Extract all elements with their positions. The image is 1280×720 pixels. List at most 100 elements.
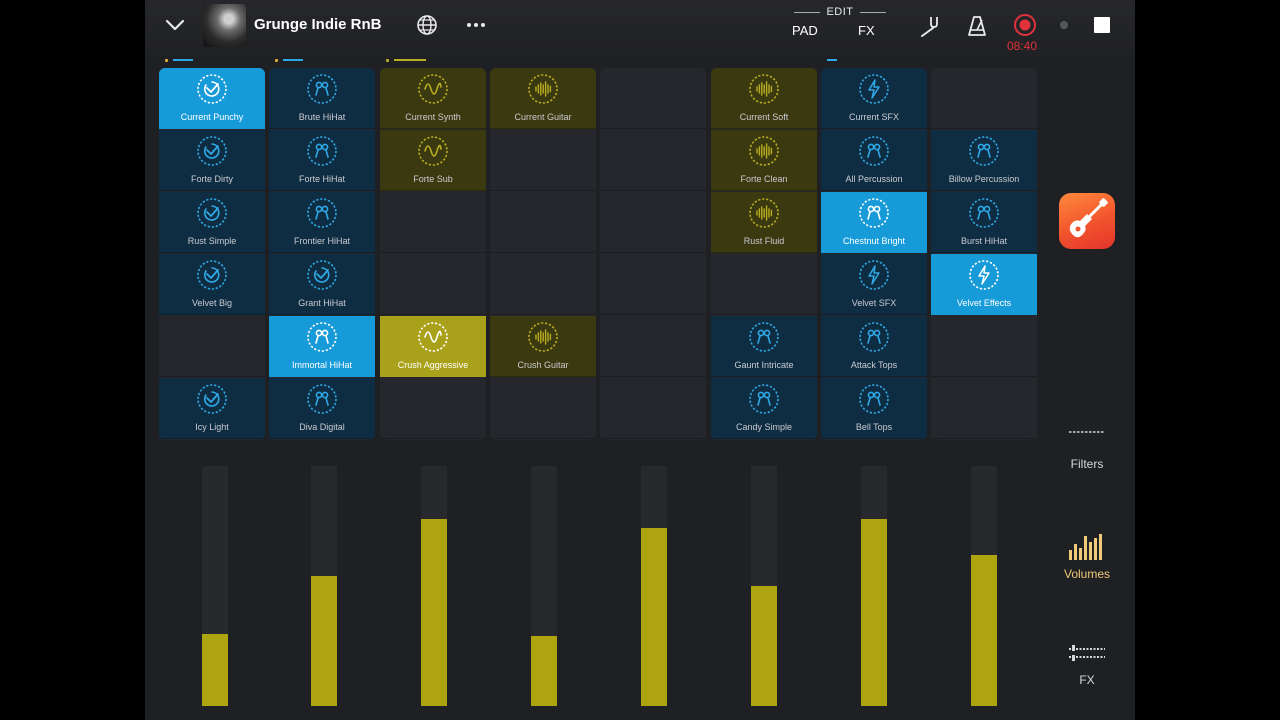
drum-icon (196, 135, 228, 167)
empty-loop-cell[interactable] (600, 316, 706, 377)
loop-cell[interactable]: Burst HiHat (931, 192, 1037, 253)
drum-icon (196, 383, 228, 415)
loop-cell[interactable]: Forte Sub (380, 130, 486, 191)
record-icon[interactable] (1013, 13, 1037, 37)
loop-cell[interactable]: Chestnut Bright (821, 192, 927, 253)
hihat-icon (858, 383, 890, 415)
loop-cell-label: Diva Digital (299, 422, 345, 432)
empty-loop-cell[interactable] (600, 254, 706, 315)
loop-cell[interactable]: Forte Dirty (159, 130, 265, 191)
volume-fader-2[interactable] (311, 466, 337, 706)
waveform-icon (748, 135, 780, 167)
volume-fader-level (861, 519, 887, 706)
loop-cell[interactable]: Grant HiHat (269, 254, 375, 315)
volume-fader-5[interactable] (641, 466, 667, 706)
loop-cell[interactable]: Frontier HiHat (269, 192, 375, 253)
empty-loop-cell[interactable] (490, 130, 596, 191)
loop-cell[interactable]: Rust Simple (159, 192, 265, 253)
more-options-icon[interactable] (465, 14, 487, 36)
empty-loop-cell[interactable] (159, 316, 265, 377)
hihat-icon (858, 321, 890, 353)
empty-loop-cell[interactable] (600, 378, 706, 439)
empty-loop-cell[interactable] (711, 254, 817, 315)
loop-cell-label: Rust Fluid (743, 236, 785, 246)
fx-label: FX (1079, 673, 1095, 687)
fx-edit-button[interactable]: FX (858, 23, 875, 38)
loop-cell[interactable]: Attack Tops (821, 316, 927, 377)
empty-loop-cell[interactable] (931, 316, 1037, 377)
loop-cell[interactable]: Velvet SFX (821, 254, 927, 315)
loop-cell[interactable]: Candy Simple (711, 378, 817, 439)
hihat-icon (968, 197, 1000, 229)
loop-cell[interactable]: Current Punchy (159, 68, 265, 129)
empty-loop-cell[interactable] (600, 192, 706, 253)
fx-panel-button[interactable]: FX (1050, 640, 1124, 687)
loop-cell[interactable]: Immortal HiHat (269, 316, 375, 377)
loop-cell[interactable]: Current Synth (380, 68, 486, 129)
metronome-icon[interactable] (965, 14, 989, 38)
hihat-icon (748, 383, 780, 415)
loop-cell[interactable]: Forte HiHat (269, 130, 375, 191)
volume-fader-8[interactable] (971, 466, 997, 706)
album-art[interactable] (203, 4, 246, 47)
fx-icon (1069, 645, 1105, 661)
loop-cell-label: Velvet Big (191, 298, 233, 308)
loop-cell[interactable]: Bell Tops (821, 378, 927, 439)
filters-icon (1069, 431, 1105, 433)
empty-loop-cell[interactable] (931, 378, 1037, 439)
volumes-label: Volumes (1063, 567, 1111, 581)
loop-cell[interactable]: Current SFX (821, 68, 927, 129)
loop-column-8: Billow Percussion Burst HiHat Velvet Effec… (931, 68, 1037, 440)
empty-loop-cell[interactable] (490, 192, 596, 253)
volume-fader-4[interactable] (531, 466, 557, 706)
loop-cell-label: Current Guitar (514, 112, 572, 122)
volumes-button[interactable]: Volumes (1050, 530, 1124, 581)
loop-cell-label: Candy Simple (735, 422, 793, 432)
empty-loop-cell[interactable] (490, 254, 596, 315)
loop-cell[interactable]: All Percussion (821, 130, 927, 191)
empty-loop-cell[interactable] (380, 192, 486, 253)
garageband-logo[interactable] (1059, 193, 1115, 249)
empty-loop-cell[interactable] (380, 254, 486, 315)
loop-cell[interactable]: Current Guitar (490, 68, 596, 129)
globe-icon[interactable] (416, 14, 438, 36)
status-dot (1060, 21, 1068, 29)
empty-loop-cell[interactable] (600, 68, 706, 129)
pad-edit-button[interactable]: PAD (792, 23, 818, 38)
empty-loop-cell[interactable] (931, 68, 1037, 129)
song-title[interactable]: Grunge Indie RnB (254, 16, 382, 33)
loop-cell[interactable]: Gaunt Intricate (711, 316, 817, 377)
loop-cell[interactable]: Brute HiHat (269, 68, 375, 129)
loop-cell[interactable]: Icy Light (159, 378, 265, 439)
loop-cell[interactable]: Billow Percussion (931, 130, 1037, 191)
stop-button[interactable] (1094, 17, 1110, 33)
loop-cell[interactable]: Diva Digital (269, 378, 375, 439)
loop-column-3: Current Synth Forte Sub Crush Aggressive (380, 68, 486, 440)
loop-cell-label: Burst HiHat (960, 236, 1007, 246)
volume-fader-3[interactable] (421, 466, 447, 706)
empty-loop-cell[interactable] (490, 378, 596, 439)
volume-fader-level (311, 576, 337, 706)
volume-fader-6[interactable] (751, 466, 777, 706)
loop-cell-label: Icy Light (195, 422, 229, 432)
loop-grid: Current Punchy Forte Dirty Rust Simple Velv… (159, 68, 1039, 440)
loop-cell[interactable]: Crush Aggressive (380, 316, 486, 377)
empty-loop-cell[interactable] (600, 130, 706, 191)
header: Grunge Indie RnB EDIT PAD FX 08:40 (145, 0, 1135, 56)
volume-fader-level (421, 519, 447, 706)
hihat-icon (306, 73, 338, 105)
volume-fader-1[interactable] (202, 466, 228, 706)
volume-fader-7[interactable] (861, 466, 887, 706)
filters-button[interactable]: Filters (1050, 426, 1124, 471)
loop-cell[interactable]: Forte Clean (711, 130, 817, 191)
loop-cell[interactable]: Crush Guitar (490, 316, 596, 377)
loop-cell[interactable]: Current Soft (711, 68, 817, 129)
tuning-fork-icon[interactable] (917, 14, 941, 38)
hihat-icon (306, 135, 338, 167)
loop-cell[interactable]: Rust Fluid (711, 192, 817, 253)
loop-cell[interactable]: Velvet Big (159, 254, 265, 315)
loop-cell-label: Current Synth (405, 112, 461, 122)
empty-loop-cell[interactable] (380, 378, 486, 439)
loop-cell[interactable]: Velvet Effects (931, 254, 1037, 315)
chevron-down-icon[interactable] (163, 13, 187, 37)
